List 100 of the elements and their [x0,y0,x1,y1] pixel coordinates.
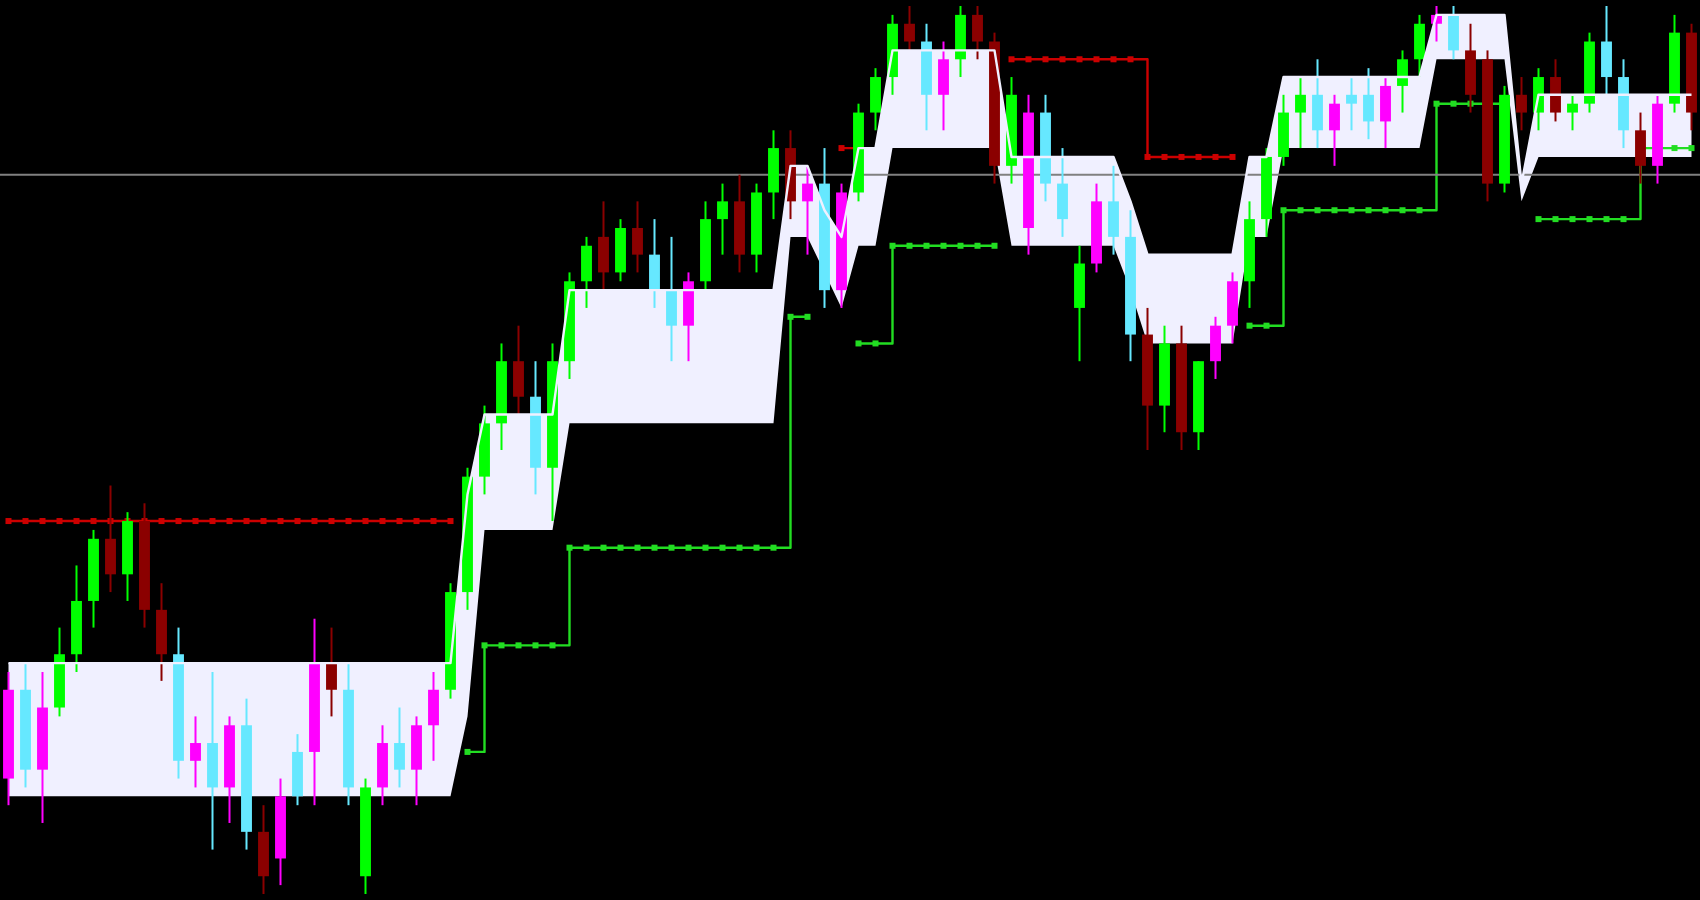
point [1076,56,1083,63]
candlestick [207,671,218,851]
point [1195,153,1202,160]
point [1586,216,1593,223]
point [1688,145,1695,152]
point [515,642,522,649]
candlestick [1363,67,1374,141]
candlestick [666,235,677,363]
point [1246,322,1253,329]
point [566,544,573,551]
point [719,544,726,551]
point [277,518,284,525]
candlestick [1550,58,1561,123]
candlestick [632,200,643,274]
point [1552,216,1559,223]
point [192,518,199,525]
candlestick [513,324,524,416]
candlestick [938,40,949,132]
candlestick [1057,147,1068,238]
point [1110,56,1117,63]
candlestick [258,804,269,895]
point [957,242,964,249]
point [311,518,318,525]
point [753,544,760,551]
point [1161,153,1168,160]
candlestick [598,200,609,292]
candlestick [1329,93,1340,167]
point [90,518,97,525]
point [787,313,794,320]
point [1144,153,1151,160]
point [1331,207,1338,214]
candlestick [190,715,201,789]
candlestick [615,218,626,283]
candlestick [1516,76,1527,132]
point [447,518,454,525]
point [804,313,811,320]
point [1399,207,1406,214]
candlestick [1448,5,1459,61]
candlestick [1278,93,1289,167]
point [1059,56,1066,63]
point [1212,153,1219,160]
point [1042,56,1049,63]
point [651,544,658,551]
point [226,518,233,525]
point [549,642,556,649]
candlestick [649,218,660,309]
point [243,518,250,525]
candlestick [292,733,303,807]
candlestick [1108,164,1119,256]
point [1127,56,1134,63]
point [430,518,437,525]
candlestick [1074,244,1085,363]
point [770,544,777,551]
point [1280,207,1287,214]
point [702,544,709,551]
point [1671,145,1678,152]
point [209,518,216,525]
candlestick [768,129,779,221]
point [1416,207,1423,214]
point [940,242,947,249]
point [345,518,352,525]
candlestick [1312,58,1323,150]
point [617,544,624,551]
candlestick [717,182,728,256]
candlestick [1601,5,1612,96]
candlestick [377,724,388,807]
candlestick [904,5,915,52]
point [498,642,505,649]
point [974,242,981,249]
candlestick [1380,76,1391,150]
candlestick [1210,315,1221,380]
point [1314,207,1321,214]
point [1620,216,1627,223]
point [158,518,165,525]
point [736,544,743,551]
point [396,518,403,525]
point [685,544,692,551]
point [583,544,590,551]
candlestick [972,5,983,61]
point [872,340,879,347]
point [1263,322,1270,329]
candlestick [802,164,813,256]
point [1008,56,1015,63]
point [22,518,29,525]
candlestick [1227,271,1238,345]
point [923,242,930,249]
point [838,145,845,152]
candlestick [581,235,592,309]
point [600,544,607,551]
point [1093,56,1100,63]
point [668,544,675,551]
candlestick [428,671,439,762]
point [56,518,63,525]
candlestick [1567,93,1578,132]
point [1025,56,1032,63]
point [1569,216,1576,223]
candlestick [394,706,405,789]
candlestick [955,5,966,79]
point [294,518,301,525]
point [5,518,12,525]
